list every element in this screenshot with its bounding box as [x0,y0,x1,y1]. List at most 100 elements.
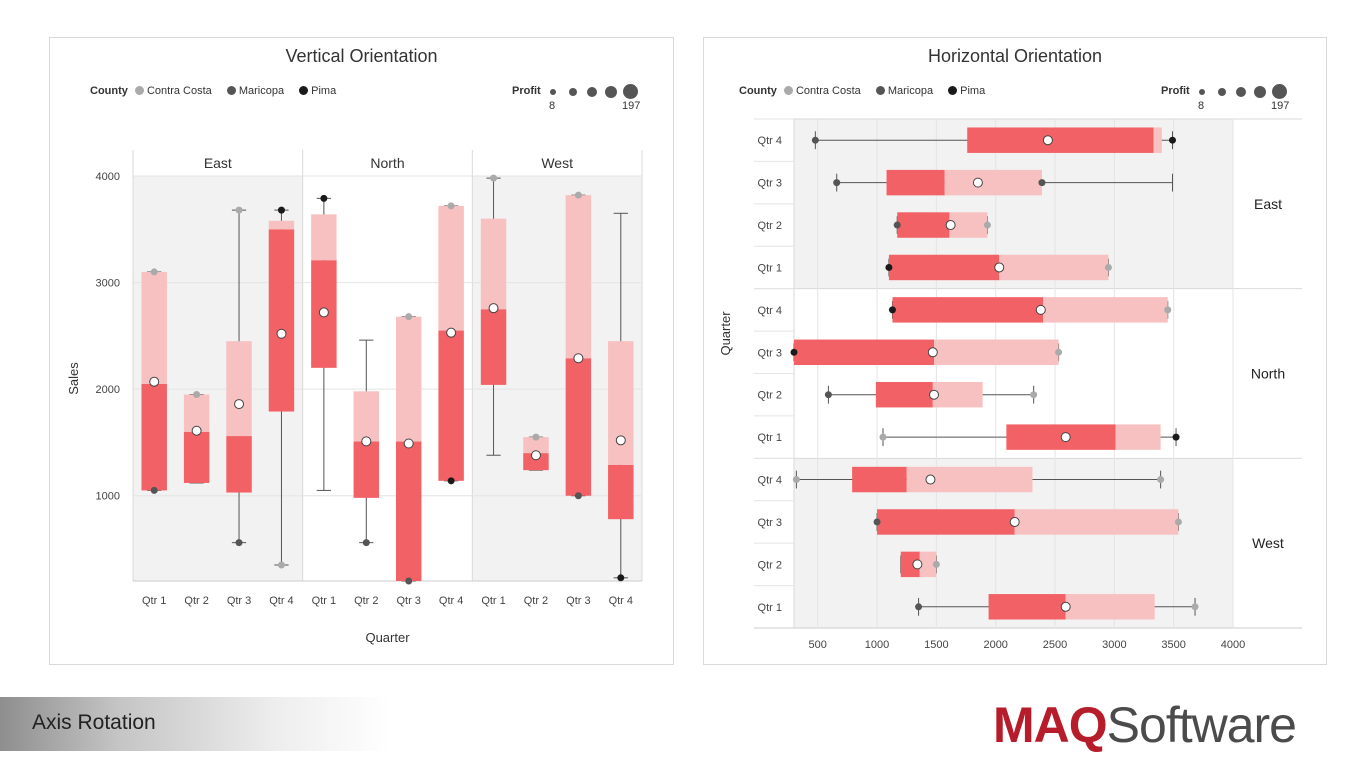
x-tick-label: Qtr 3 [227,595,251,607]
box-upper [944,169,1042,196]
y-tick-label: Qtr 3 [758,517,782,529]
x-tick-label: 500 [809,639,827,651]
legend-dot-icon [783,86,793,95]
mean-marker [929,389,940,400]
legend-label: Contra Costa [795,85,861,97]
box-upper [1043,297,1168,323]
legend-title: County [739,85,777,97]
size-dot-icon [569,88,577,96]
mean-marker [149,376,160,387]
box-lower [886,169,945,196]
data-point-pima [447,477,455,485]
legend-item-pima[interactable]: Pima [948,85,985,97]
data-point-maricopa [1038,179,1046,187]
y-axis-title: Quarter [718,311,733,356]
vertical-chart-panel: Vertical Orientation County Contra Costa… [49,37,674,665]
box-upper [268,220,295,230]
y-tick-label: Qtr 1 [758,432,782,444]
data-point-pima [790,348,798,356]
box-upper [395,316,422,442]
data-point-contra-costa [277,561,285,569]
mean-marker [1035,304,1046,315]
y-tick-label: Qtr 3 [758,178,782,190]
county-legend: County Contra Costa Maricopa Pima [739,85,997,97]
mean-marker [446,327,457,338]
legend-dot-icon [226,86,236,95]
x-tick-label: 1000 [865,639,889,651]
box-upper [565,195,592,359]
box-lower [900,551,920,578]
size-dot-icon [1272,84,1287,99]
box-lower [565,358,592,496]
y-tick-label: Qtr 1 [758,602,782,614]
mean-marker [1042,135,1053,146]
mean-marker [234,399,245,410]
box-upper [1115,424,1161,450]
group-label-west: West [1252,535,1284,551]
x-tick-label: 2000 [983,639,1007,651]
data-point-maricopa [833,179,841,187]
mean-marker [912,559,923,570]
box-lower [480,309,507,385]
box-lower [523,453,549,471]
mean-marker [403,438,414,449]
data-point-pima [1168,136,1176,144]
mean-marker [530,450,541,461]
legend-item-maricopa[interactable]: Maricopa [226,85,284,97]
data-point-contra-costa [1104,263,1112,271]
y-tick-label: 3000 [96,278,120,290]
y-tick-label: Qtr 4 [758,135,782,147]
data-point-contra-costa [1164,306,1172,314]
mean-marker [994,262,1005,273]
legend-item-pima[interactable]: Pima [299,85,336,97]
footer-band [0,697,390,751]
legend-item-contra-costa[interactable]: Contra Costa [783,85,861,97]
x-axis-title: Quarter [365,630,410,645]
group-label-north: North [1251,366,1285,382]
box-upper [919,551,937,578]
data-point-maricopa [574,492,582,500]
box-upper [1014,509,1179,535]
box-upper [183,394,210,432]
y-tick-label: Qtr 4 [758,475,782,487]
group-label-east: East [204,155,232,171]
data-point-pima [888,306,896,314]
x-tick-label: Qtr 2 [184,595,208,607]
x-tick-label: Qtr 1 [142,595,166,607]
x-tick-label: 2500 [1043,639,1067,651]
data-point-maricopa [873,518,881,526]
legend-dot-icon [134,86,144,95]
x-tick-label: Qtr 3 [396,595,420,607]
x-tick-label: Qtr 3 [566,595,590,607]
box-lower [897,212,950,238]
profit-min-label: 8 [549,100,556,112]
y-axis-title: Sales [66,362,81,395]
data-point-maricopa [150,486,158,494]
legend-label: Maricopa [887,85,934,97]
x-tick-label: Qtr 4 [609,595,633,607]
x-tick-label: 3500 [1161,639,1185,651]
mean-marker [573,353,584,364]
data-point-contra-costa [150,268,158,276]
data-point-contra-costa [574,191,582,199]
legend-item-maricopa[interactable]: Maricopa [875,85,934,97]
box-lower [794,339,935,366]
x-tick-label: Qtr 4 [269,595,293,607]
box-lower [988,594,1066,620]
box-upper [523,437,549,454]
box-lower [875,381,933,408]
size-dot-icon [1199,89,1205,95]
box-lower [888,254,1000,281]
mean-marker [488,303,499,314]
legend-dot-icon [875,86,885,95]
data-point-contra-costa [532,433,540,441]
legend-label: Pima [311,85,337,97]
legend-item-contra-costa[interactable]: Contra Costa [134,85,212,97]
box-lower [141,383,167,491]
legend-label: Pima [960,85,986,97]
horizontal-chart-panel: Horizontal Orientation County Contra Cos… [703,37,1327,665]
y-tick-label: Qtr 4 [758,305,782,317]
box-lower [438,330,464,481]
chart-title: Vertical Orientation [285,46,438,66]
data-point-contra-costa [447,202,455,210]
